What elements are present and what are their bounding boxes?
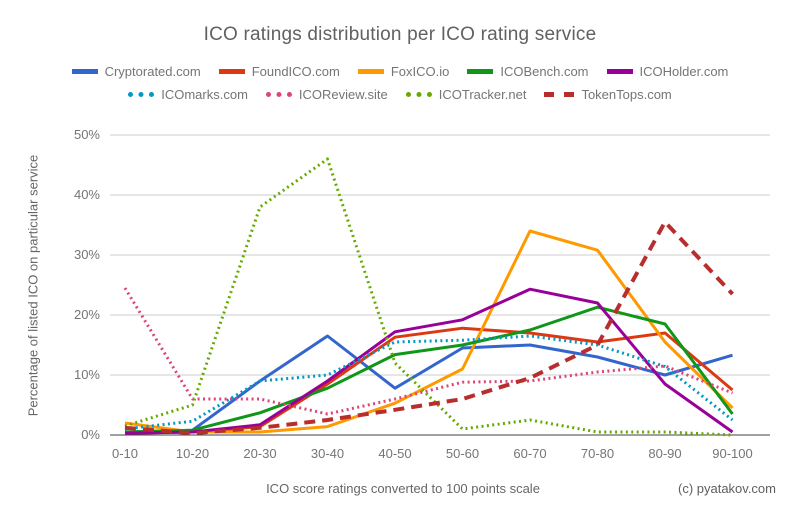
x-category-label: 70-80 [580,446,615,461]
legend-swatch-icon [71,69,98,74]
x-category-label: 0-10 [111,446,139,461]
series-line-icoholder-com [124,287,734,435]
legend-label: ICOTracker.net [438,87,527,102]
legend-item-cryptorated-com[interactable]: Cryptorated.com [71,64,201,79]
legend-swatch-icon [265,92,292,97]
chart-title: ICO ratings distribution per ICO rating … [203,24,597,45]
series-line-icobench-com [124,305,734,434]
x-axis-title: ICO score ratings converted to 100 point… [266,481,540,496]
legend-swatch-icon [467,69,494,74]
y-axis-title: Percentage of listed ICO on particular s… [25,154,41,417]
series-line-tokentops-com [124,220,734,436]
x-category-label: 10-20 [175,446,210,461]
legend-item-icoholder-com[interactable]: ICOHolder.com [606,64,729,79]
x-category-label: 30-40 [310,446,345,461]
x-category-label: 50-60 [445,446,480,461]
legend-label: ICOBench.com [500,64,589,79]
series-line-icoreview-site [123,287,734,416]
legend-swatch-icon [606,69,633,74]
x-category-label: 80-90 [648,446,682,461]
x-category-label: 40-50 [378,446,412,461]
x-category-label: 60-70 [513,446,547,461]
legend-label: FoxICO.io [390,64,450,79]
legend-item-icomarks-com[interactable]: ICOmarks.com [128,87,248,102]
legend-item-icoreview-site[interactable]: ICOReview.site [265,87,388,102]
legend-item-foxico-io[interactable]: FoxICO.io [357,64,450,79]
y-tick-label: 30% [73,247,100,262]
copyright-label: (c) pyatakov.com [677,481,776,496]
x-category-label: 90-100 [712,446,753,461]
legend-label: FoundICO.com [251,64,340,79]
legend-label: ICOReview.site [298,87,388,102]
y-tick-label: 0% [81,427,100,442]
x-category-label: 20-30 [243,446,277,461]
legend-label: TokenTops.com [581,87,672,102]
series-line-foundico-com [124,326,734,435]
series-line-cryptorated-com [124,334,733,434]
legend-item-foundico-com[interactable]: FoundICO.com [218,64,340,79]
legend-label: ICOHolder.com [639,64,729,79]
legend-item-icotracker-net[interactable]: ICOTracker.net [405,87,527,102]
legend-label: Cryptorated.com [104,64,201,79]
legend-swatch-icon [544,92,575,97]
legend-swatch-icon [128,92,155,97]
y-tick-label: 40% [73,187,100,202]
y-tick-label: 10% [73,367,100,382]
legend-swatch-icon [357,69,384,74]
y-tick-label: 50% [73,127,100,142]
legend-swatch-icon [218,69,245,74]
legend-item-tokentops-com[interactable]: TokenTops.com [544,87,672,102]
legend-label: ICOmarks.com [161,87,248,102]
legend-swatch-icon [405,92,432,97]
series-line-foxico-io [124,229,734,434]
y-tick-label: 20% [73,307,100,322]
series-line-icotracker-net [124,157,733,437]
legend-item-icobench-com[interactable]: ICOBench.com [467,64,589,79]
legend: Cryptorated.com FoundICO.com FoxICO.io ICOB… [40,60,760,106]
